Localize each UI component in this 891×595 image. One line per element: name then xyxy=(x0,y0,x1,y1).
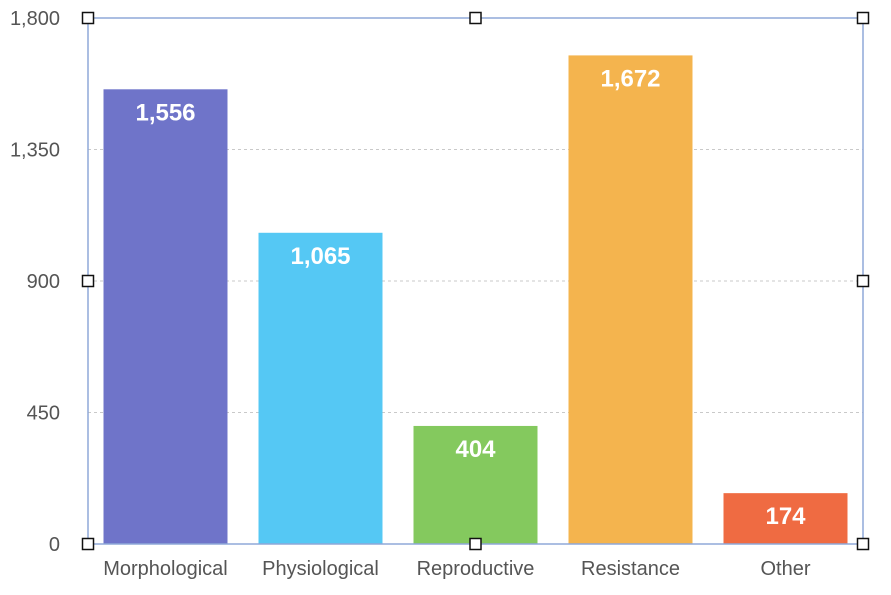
data-label: 174 xyxy=(765,503,806,530)
y-axis-ticks: 0 450 900 1,350 1,800 xyxy=(10,8,60,556)
x-category-label: Resistance xyxy=(581,558,680,580)
x-category-label: Reproductive xyxy=(417,558,535,580)
data-label: 1,065 xyxy=(290,243,350,270)
y-tick-label: 1,800 xyxy=(10,8,60,30)
data-label: 404 xyxy=(455,436,496,463)
resize-handle[interactable] xyxy=(856,537,870,551)
bar[interactable] xyxy=(413,425,538,544)
bar[interactable] xyxy=(103,89,228,545)
resize-handle[interactable] xyxy=(81,274,95,288)
x-category-label: Other xyxy=(760,558,810,580)
y-tick-label: 0 xyxy=(49,534,60,556)
resize-handle[interactable] xyxy=(469,537,482,551)
resize-handle[interactable] xyxy=(81,11,95,25)
resize-handle[interactable] xyxy=(856,11,870,25)
x-category-label: Morphological xyxy=(103,558,228,580)
data-label: 1,556 xyxy=(135,99,195,126)
x-category-label: Physiological xyxy=(262,558,379,580)
data-label: 1,672 xyxy=(600,65,660,92)
y-tick-label: 900 xyxy=(27,271,60,293)
y-tick-label: 450 xyxy=(27,403,60,425)
x-axis-categories: Morphological Physiological Reproductive Re… xyxy=(103,558,811,580)
resize-handles[interactable] xyxy=(81,11,870,551)
bars: 1,556 1,065 404 1,672 174 xyxy=(103,55,848,545)
resize-handle[interactable] xyxy=(856,274,870,288)
bar[interactable] xyxy=(568,55,693,544)
bar[interactable] xyxy=(723,493,848,544)
y-tick-label: 1,350 xyxy=(10,140,60,162)
resize-handle[interactable] xyxy=(81,537,95,551)
resize-handle[interactable] xyxy=(469,11,482,25)
bar[interactable] xyxy=(258,232,383,545)
